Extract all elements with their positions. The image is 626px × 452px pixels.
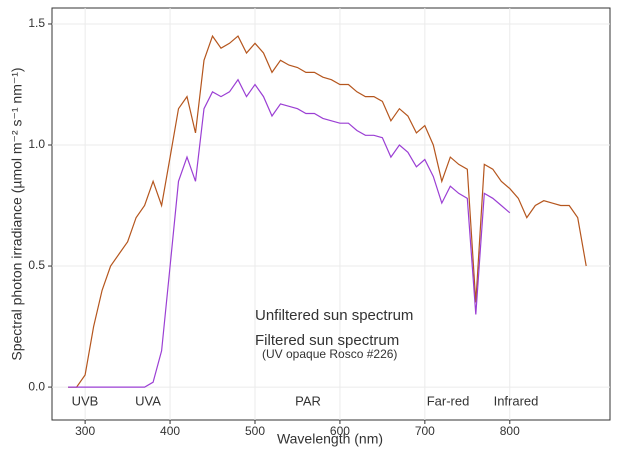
legend-label: Filtered sun spectrum	[255, 332, 399, 349]
y-tick-label: 0.5	[28, 258, 45, 272]
legend-label: Unfiltered sun spectrum	[255, 307, 413, 324]
series-note: (UV opaque Rosco #226)	[262, 347, 397, 361]
y-tick-label: 1.5	[28, 16, 45, 30]
x-axis-label: Wavelength (nm)	[277, 431, 383, 447]
y-tick-label: 1.0	[28, 137, 45, 151]
y-axis-label: Spectral photon irradiance (µmol m⁻² s⁻¹…	[9, 67, 25, 360]
x-tick-label: 500	[245, 424, 265, 438]
band-label: UVA	[135, 393, 161, 408]
x-tick-label: 700	[415, 424, 435, 438]
x-tick-label: 400	[160, 424, 180, 438]
y-tick-label: 0.0	[28, 379, 45, 393]
x-tick-label: 600	[330, 424, 350, 438]
series-line	[68, 34, 587, 388]
band-label: PAR	[295, 393, 321, 408]
x-tick-label: 800	[500, 424, 520, 438]
band-label: Infrared	[494, 393, 539, 408]
band-label: UVB	[72, 393, 99, 408]
panel-border	[51, 7, 611, 421]
series-line	[68, 78, 511, 388]
x-tick-label: 300	[75, 424, 95, 438]
band-label: Far-red	[427, 393, 470, 408]
